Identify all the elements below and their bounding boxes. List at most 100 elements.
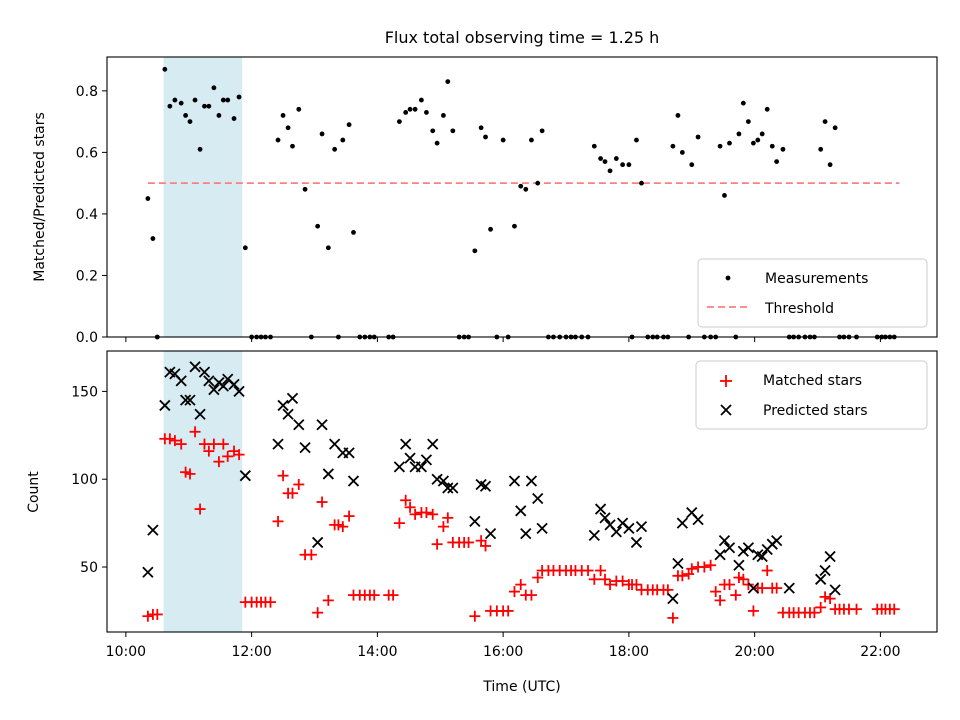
matched-star-point — [343, 510, 355, 522]
measurement-point — [236, 94, 242, 100]
top-y-tick-label: 0.2 — [76, 268, 98, 284]
predicted-star-point — [783, 582, 795, 594]
predicted-star-point — [723, 542, 736, 554]
matched-star-point — [747, 605, 759, 617]
measurement-point — [403, 109, 409, 115]
matched-star-point — [463, 536, 475, 548]
measurement-point — [202, 103, 207, 109]
measurement-point — [607, 168, 613, 174]
measurement-point — [717, 143, 723, 149]
measurement-point — [192, 97, 198, 103]
top-y-tick-label: 0.6 — [76, 145, 98, 161]
predicted-star-point — [447, 482, 459, 494]
predicted-star-point — [198, 366, 211, 378]
matched-star-point — [203, 445, 215, 457]
predicted-star-point — [404, 452, 416, 464]
bottom-y-tick-label: 100 — [71, 472, 98, 488]
predicted-star-point — [400, 438, 412, 450]
matched-star-point — [761, 565, 773, 577]
matched-star-point — [588, 573, 600, 585]
x-axis-label: Time (UTC) — [482, 679, 560, 695]
matched-star-point — [819, 591, 831, 603]
measurement-point — [172, 97, 178, 103]
legend-predicted-label: Predicted stars — [763, 403, 868, 419]
measurement-point — [206, 103, 212, 109]
measurement-point — [675, 113, 681, 118]
x-tick-label: 16:00 — [483, 644, 523, 660]
predicted-star-point — [692, 513, 704, 526]
predicted-star-point — [322, 468, 334, 480]
measurement-point — [441, 113, 446, 118]
top-axes-frame — [106, 56, 938, 338]
matched-star-point — [480, 540, 492, 552]
predicted-star-point — [142, 566, 154, 578]
measurement-point — [722, 193, 727, 198]
predicted-star-point — [520, 528, 532, 540]
predicted-star-point — [536, 522, 548, 535]
matched-star-point — [217, 438, 229, 450]
predicted-star-point — [484, 528, 497, 540]
top-y-tick-label: 0.8 — [76, 84, 98, 100]
measurement-point — [187, 119, 193, 125]
predicted-star-point — [469, 515, 481, 527]
matched-star-point — [851, 603, 863, 615]
predicted-star-point — [420, 454, 433, 466]
measurement-point — [220, 97, 226, 103]
predicted-star-point — [217, 380, 229, 392]
matched-star-point — [532, 572, 544, 584]
matched-star-point — [175, 438, 187, 450]
measurement-point — [178, 100, 184, 106]
measurement-point — [750, 140, 756, 146]
measurement-point — [512, 223, 517, 229]
predicted-star-point — [756, 550, 768, 563]
measurement-point — [483, 134, 488, 140]
matched-star-point — [508, 586, 520, 598]
bottom-x-ticks: 10:00 12:00 14:00 16:00 18:00 20:00 22:00 — [106, 632, 901, 660]
measurement-point — [827, 162, 833, 168]
predicted-star-point — [316, 419, 328, 431]
matched-star-point — [599, 573, 611, 585]
matched-star-point — [714, 594, 726, 606]
predicted-star-point — [312, 536, 324, 549]
matched-star-point — [198, 438, 210, 450]
matched-star-point — [194, 503, 206, 515]
measurement-point — [280, 113, 286, 118]
measurement-point — [740, 100, 746, 106]
predicted-star-point — [393, 461, 406, 473]
matched-star-point — [151, 608, 163, 620]
matched-star-point — [272, 515, 284, 527]
measurement-point — [340, 137, 346, 143]
matched-star-point — [582, 565, 594, 577]
predicted-star-point — [819, 564, 831, 577]
measurement-point — [346, 122, 352, 128]
measurement-point — [736, 131, 742, 137]
matched-star-point — [431, 538, 443, 550]
predicted-star-point — [630, 536, 643, 549]
predicted-star-point — [714, 549, 726, 561]
predicted-star-point — [282, 408, 294, 420]
matched-star-point — [824, 593, 836, 605]
predicted-star-point — [442, 482, 454, 494]
predicted-star-point — [293, 419, 305, 431]
matched-star-point — [515, 579, 527, 591]
predicted-star-point — [233, 385, 245, 398]
matched-star-point — [316, 496, 328, 508]
measurement-point — [434, 140, 440, 146]
x-tick-label: 14:00 — [357, 644, 397, 660]
measurement-point — [639, 180, 644, 186]
predicted-star-point — [599, 512, 611, 524]
matched-star-point — [337, 521, 349, 533]
measurement-point — [620, 162, 626, 168]
predicted-star-point — [347, 475, 360, 487]
predicted-star-point — [277, 399, 289, 412]
measurement-point — [407, 106, 413, 112]
bottom-y-axis-label: Count — [26, 471, 42, 513]
measurement-point — [535, 180, 541, 186]
measurement-point — [231, 116, 237, 121]
x-tick-label: 10:00 — [106, 644, 146, 660]
measurement-point — [822, 119, 828, 125]
measurement-point — [727, 140, 732, 146]
top-panel: 0.00.20.40.60.8 Matched/Predicted stars … — [32, 56, 938, 346]
legend-measurements-label: Measurements — [765, 271, 868, 287]
measurement-point — [500, 137, 506, 143]
